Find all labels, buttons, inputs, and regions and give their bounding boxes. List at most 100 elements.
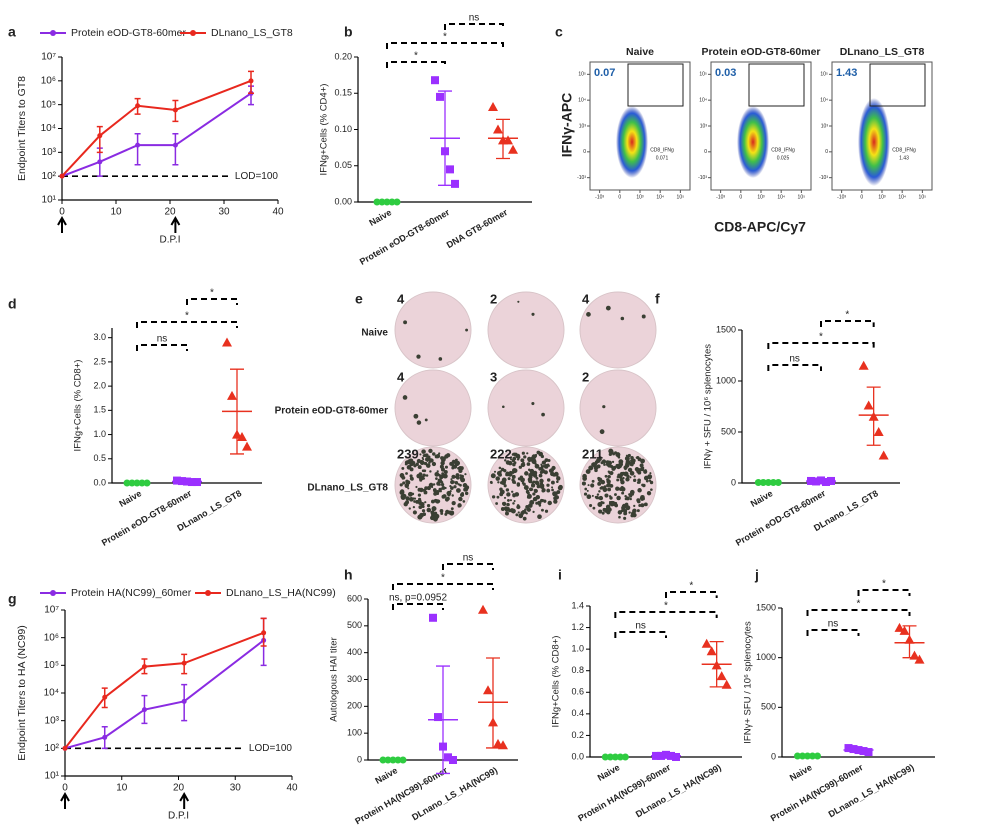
spot — [424, 474, 427, 477]
y-tick-label: 10⁴ — [699, 97, 707, 103]
spot — [621, 473, 624, 477]
point — [616, 753, 624, 761]
spot — [511, 471, 515, 474]
x-tick-label: DLnano_LS_HA(NC99) — [410, 765, 499, 822]
point — [383, 198, 391, 206]
spot — [640, 503, 645, 508]
spot — [433, 516, 438, 522]
y-tick-label: 0.0 — [93, 477, 106, 487]
spot — [454, 458, 458, 462]
x-tick-label: -10³ — [595, 194, 604, 200]
spot — [438, 483, 441, 486]
spot — [608, 501, 611, 504]
spot — [496, 495, 500, 499]
spot — [537, 500, 542, 506]
point — [721, 679, 732, 689]
spot — [543, 463, 549, 469]
spot — [621, 491, 625, 495]
point — [488, 102, 498, 112]
arrow — [179, 791, 190, 809]
spot — [534, 462, 537, 465]
bracket-label: ns — [789, 354, 800, 365]
x-tick-label: 0 — [62, 783, 68, 794]
spot — [412, 506, 416, 509]
spot — [639, 466, 645, 472]
spot — [516, 483, 521, 487]
y-tick-label: 10² — [42, 171, 57, 182]
y-tick-label: 10³ — [42, 147, 57, 158]
row-label: Protein eOD-GT8-60mer — [275, 406, 388, 417]
spot — [607, 487, 612, 492]
spot — [507, 472, 513, 477]
spot — [422, 458, 425, 461]
spot — [440, 483, 445, 487]
spot — [556, 480, 559, 483]
spot — [602, 507, 607, 512]
spot — [535, 495, 541, 500]
point — [822, 477, 830, 486]
spot — [540, 508, 544, 512]
legend-label: Protein eOD-GT8-60mer — [71, 27, 186, 39]
spot — [526, 491, 530, 495]
spot — [531, 483, 536, 488]
spot — [405, 479, 409, 484]
spot — [645, 479, 649, 483]
spot — [526, 493, 532, 499]
x-axis-title: CD8-APC/Cy7 — [714, 219, 806, 235]
spot — [456, 488, 461, 493]
spot — [594, 495, 598, 499]
spot — [425, 457, 429, 462]
spot — [419, 477, 422, 481]
point — [854, 746, 863, 755]
point — [441, 147, 449, 156]
spot — [649, 472, 652, 475]
spot — [635, 456, 638, 459]
spot — [623, 516, 627, 520]
y-tick-label: 10⁴ — [578, 97, 586, 103]
spot — [626, 474, 630, 478]
point — [193, 478, 201, 487]
x-tick-label: 10³ — [636, 194, 644, 200]
spot — [440, 460, 445, 466]
y-tick-label: 3.0 — [93, 332, 106, 342]
legend-marker — [205, 590, 211, 596]
spot — [418, 472, 423, 477]
density — [616, 106, 648, 178]
point — [141, 664, 147, 670]
spot — [402, 493, 407, 499]
spot — [630, 459, 633, 462]
spot — [611, 460, 615, 463]
point — [261, 630, 267, 636]
point — [478, 604, 488, 614]
point — [601, 753, 609, 761]
spot — [465, 485, 470, 490]
well — [487, 291, 565, 369]
spot — [407, 491, 413, 497]
spot — [421, 469, 425, 473]
point — [667, 751, 675, 760]
spot — [613, 501, 618, 506]
spot — [504, 459, 507, 462]
point — [799, 752, 806, 760]
spot — [462, 500, 466, 503]
gate-name: CD8_IFNg — [892, 147, 916, 153]
bracket-label: * — [441, 573, 445, 584]
spot — [506, 502, 510, 507]
spot — [521, 451, 525, 455]
legend-label: DLnano_LS_GT8 — [211, 27, 293, 39]
point — [483, 685, 493, 695]
y-axis-title: IFNγ+ SFU / 10⁶ splenocytes — [743, 621, 754, 744]
y-tick-label: 10³ — [579, 123, 587, 129]
spot — [436, 470, 439, 473]
spot — [520, 458, 525, 463]
point — [868, 411, 879, 421]
y-tick-label: 100 — [347, 728, 362, 738]
spot — [431, 506, 437, 512]
x-tick-label: Protein eOD-GT8-60mer — [734, 488, 828, 548]
spot — [610, 464, 614, 469]
spot-count: 4 — [397, 291, 405, 306]
gate — [627, 63, 684, 107]
spot — [599, 486, 603, 490]
spot — [426, 507, 432, 513]
spot — [623, 511, 628, 516]
